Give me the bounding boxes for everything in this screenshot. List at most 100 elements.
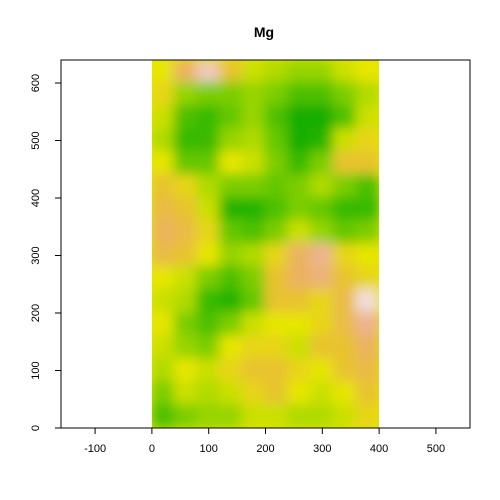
heatmap-cell	[355, 174, 380, 199]
heatmap-cell	[196, 404, 222, 428]
heatmap-cell	[332, 335, 358, 360]
heatmap-cell	[219, 151, 244, 176]
heatmap-cell	[196, 174, 222, 199]
heatmap-cell	[264, 381, 290, 406]
heatmap-cell	[219, 381, 244, 406]
heatmap-cell	[241, 358, 267, 383]
heatmap-cell	[173, 128, 199, 153]
heatmap-cell	[287, 151, 312, 176]
heatmap-cell	[196, 266, 222, 291]
heatmap-cell	[151, 289, 176, 314]
heatmap-cell	[287, 105, 312, 130]
heatmap-cell	[173, 266, 199, 291]
heatmap-cell	[264, 358, 290, 383]
heatmap-cell	[309, 312, 335, 337]
x-tick-label: 200	[256, 443, 274, 455]
heatmap-cell	[355, 60, 380, 84]
heatmap-cell	[287, 404, 312, 428]
heatmap-raster	[151, 60, 380, 428]
x-axis: -100 0 100 200 300 400 500	[84, 428, 445, 455]
heatmap-cell	[196, 60, 222, 84]
heatmap-cell	[287, 312, 312, 337]
heatmap-cell	[196, 105, 222, 130]
heatmap-cell	[151, 105, 176, 130]
heatmap-cell	[173, 404, 199, 428]
heatmap-cell	[151, 82, 176, 107]
heatmap-cell	[264, 404, 290, 428]
heatmap-cell	[219, 174, 244, 199]
heatmap-cell	[264, 128, 290, 153]
heatmap-cell	[173, 289, 199, 314]
heatmap-cell	[173, 60, 199, 84]
heatmap-cell	[264, 174, 290, 199]
x-tick-label: 100	[200, 443, 218, 455]
heatmap-cell	[287, 358, 312, 383]
heatmap-cell	[173, 174, 199, 199]
heatmap-cell	[332, 358, 358, 383]
heatmap-cell	[287, 243, 312, 268]
heatmap-cell	[196, 197, 222, 222]
heatmap-cell	[309, 151, 335, 176]
heatmap-cell	[196, 381, 222, 406]
heatmap-cell	[309, 220, 335, 245]
heatmap-cell	[241, 335, 267, 360]
heatmap-cell	[355, 82, 380, 107]
heatmap-cell	[332, 312, 358, 337]
heatmap-cell	[332, 60, 358, 84]
heatmap-cell	[264, 312, 290, 337]
heatmap-cell	[309, 243, 335, 268]
heatmap-cell	[241, 404, 267, 428]
heatmap-cell	[355, 197, 380, 222]
heatmap-cell	[332, 197, 358, 222]
heatmap-cell	[196, 243, 222, 268]
heatmap-cell	[332, 128, 358, 153]
heatmap-cell	[241, 105, 267, 130]
heatmap-cell	[241, 197, 267, 222]
heatmap-cell	[287, 197, 312, 222]
heatmap-cell	[332, 289, 358, 314]
heatmap-cell	[309, 82, 335, 107]
heatmap-cell	[355, 404, 380, 428]
heatmap-cell	[241, 174, 267, 199]
heatmap-cell	[151, 381, 176, 406]
heatmap-cell	[355, 243, 380, 268]
heatmap-cell	[332, 220, 358, 245]
heatmap-cell	[309, 335, 335, 360]
heatmap-cell	[287, 60, 312, 84]
heatmap-cell	[287, 174, 312, 199]
heatmap-cell	[264, 60, 290, 84]
heatmap-cell	[355, 151, 380, 176]
heatmap-cell	[309, 381, 335, 406]
heatmap-cell	[287, 128, 312, 153]
heatmap-cell	[287, 220, 312, 245]
heatmap-cell	[151, 266, 176, 291]
heatmap-cell	[332, 105, 358, 130]
heatmap-cell	[151, 220, 176, 245]
heatmap-cell	[196, 151, 222, 176]
x-tick-label: 300	[313, 443, 331, 455]
heatmap-cell	[264, 197, 290, 222]
heatmap-cell	[309, 358, 335, 383]
y-tick-label: 0	[30, 425, 42, 431]
heatmap-cell	[219, 358, 244, 383]
heatmap-cell	[264, 220, 290, 245]
x-tick-label: 500	[427, 443, 445, 455]
heatmap-cell	[151, 404, 176, 428]
heatmap-cell	[151, 151, 176, 176]
y-axis: 0 100 200 300 400 500 600	[30, 74, 61, 431]
y-tick-label: 100	[30, 361, 42, 379]
heatmap-cell	[151, 243, 176, 268]
heatmap-cell	[219, 335, 244, 360]
heatmap-cell	[264, 289, 290, 314]
heatmap-cell	[219, 289, 244, 314]
chart-title: Mg	[254, 24, 274, 40]
heatmap-cell	[287, 381, 312, 406]
heatmap-cell	[219, 243, 244, 268]
heatmap-cell	[151, 128, 176, 153]
heatmap-cell	[241, 220, 267, 245]
x-tick-label: 0	[149, 443, 155, 455]
heatmap-cell	[151, 174, 176, 199]
heatmap-cell	[241, 381, 267, 406]
heatmap-cell	[196, 220, 222, 245]
